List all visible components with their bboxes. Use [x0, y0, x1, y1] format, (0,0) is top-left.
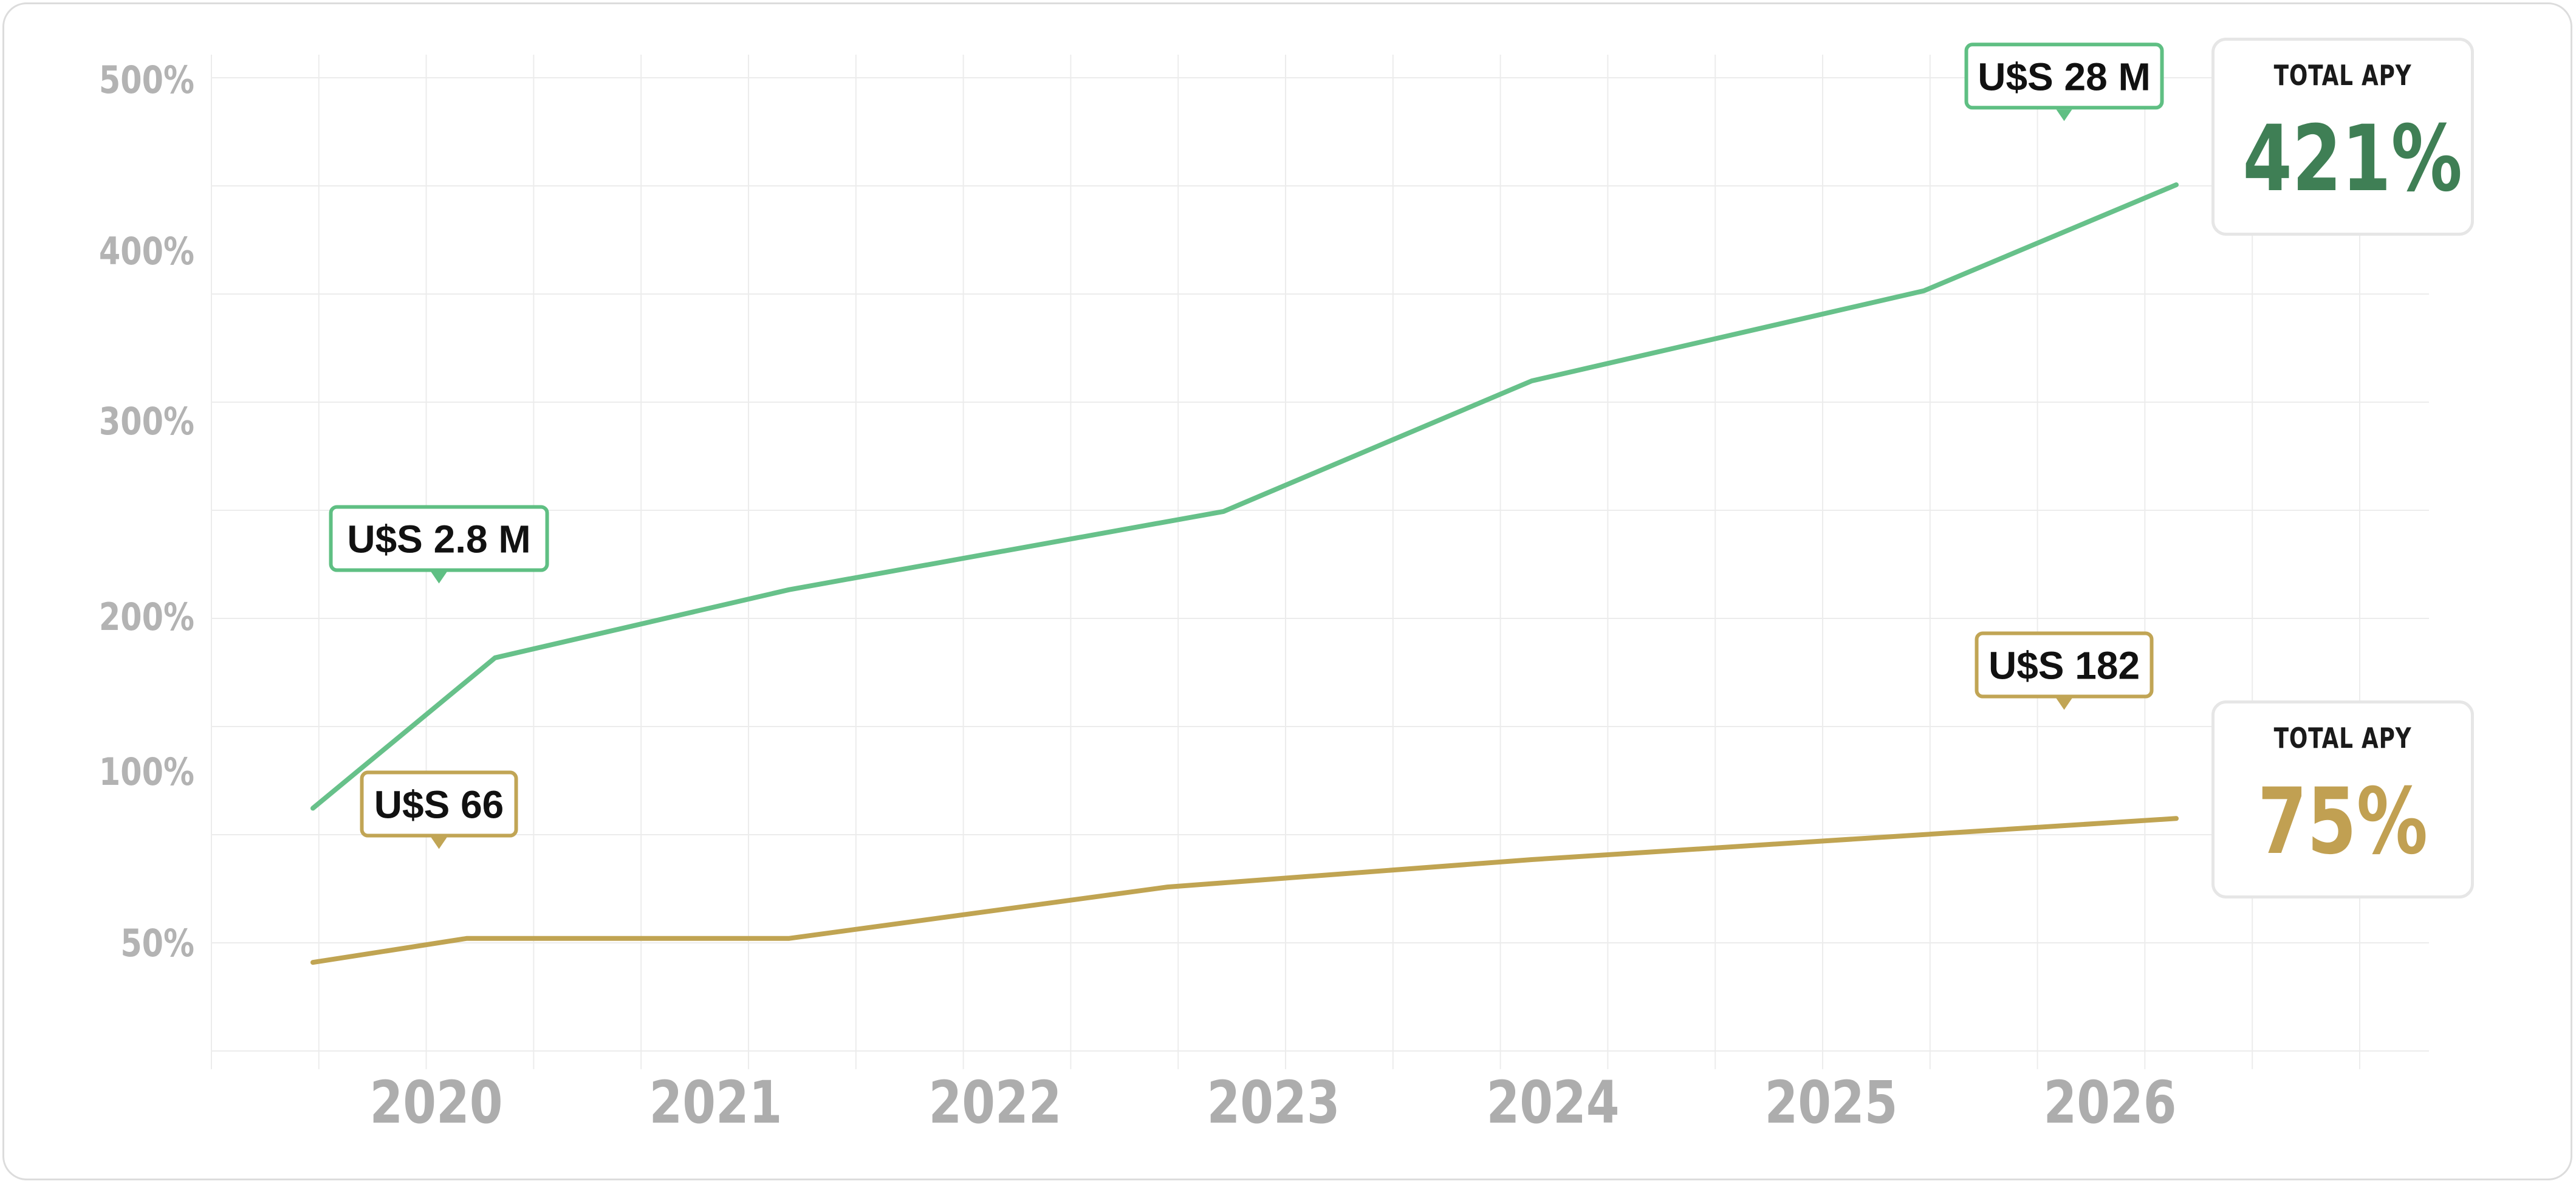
- callout-box: [360, 770, 518, 838]
- y-tick-label: 400%: [99, 230, 194, 273]
- x-axis-ticks: 2020 2021 2022 2023 2024 2025 2026: [369, 1069, 2176, 1137]
- series-line-0: [310, 182, 2179, 811]
- data-point: [1167, 886, 1168, 888]
- x-tick-label: 2022: [928, 1069, 1061, 1137]
- data-point: [2176, 818, 2177, 819]
- value-callout: U$S 2.8 M: [329, 505, 549, 584]
- data-point: [1923, 290, 1925, 292]
- series-lines: [310, 182, 2179, 965]
- y-tick-label: 100%: [99, 750, 194, 794]
- x-tick-label: 2026: [2043, 1069, 2176, 1137]
- value-callout: U$S 28 M: [1964, 43, 2164, 121]
- callout-label: U$S 2.8 M: [347, 518, 530, 561]
- y-tick-label: 300%: [99, 400, 194, 443]
- callout-pointer: [431, 837, 447, 849]
- data-point: [789, 589, 790, 590]
- series-line-1: [310, 816, 2179, 965]
- total-apy-value: 421%: [2242, 106, 2462, 212]
- data-point: [1223, 511, 1224, 512]
- value-callout: U$S 182: [1975, 631, 2154, 710]
- callout-box: [1975, 631, 2154, 699]
- value-callout: U$S 66: [360, 770, 518, 849]
- y-tick-label: 200%: [99, 595, 194, 639]
- callout-label: U$S 182: [1989, 644, 2140, 688]
- y-axis-ticks: 50% 100% 200% 300% 400% 500%: [99, 58, 194, 965]
- callout-pointer: [2056, 109, 2072, 121]
- callout-pointer: [431, 572, 447, 584]
- callout-box: [1964, 43, 2164, 110]
- callout-label: U$S 28 M: [1978, 55, 2151, 98]
- value-callouts: U$S 2.8 M U$S 28 M U$S 66 U$S 182: [329, 43, 2164, 849]
- callout-box: [329, 505, 549, 572]
- total-apy-card-gold: TOTAL APY 75%: [2211, 700, 2474, 898]
- callout-pointer: [2056, 698, 2072, 710]
- total-apy-label: TOTAL APY: [2273, 722, 2412, 755]
- total-apy-value: 75%: [2257, 769, 2428, 875]
- x-tick-label: 2021: [649, 1069, 782, 1137]
- x-tick-label: 2020: [369, 1069, 502, 1137]
- x-tick-label: 2024: [1486, 1069, 1619, 1137]
- y-tick-label: 500%: [99, 58, 194, 102]
- x-tick-label: 2023: [1207, 1069, 1340, 1137]
- x-tick-label: 2025: [1764, 1069, 1897, 1137]
- y-tick-label: 50%: [120, 922, 194, 965]
- total-apy-card-green: TOTAL APY 421%: [2211, 38, 2474, 236]
- total-apy-label: TOTAL APY: [2273, 59, 2412, 92]
- data-point: [789, 938, 790, 939]
- callout-label: U$S 66: [374, 783, 504, 827]
